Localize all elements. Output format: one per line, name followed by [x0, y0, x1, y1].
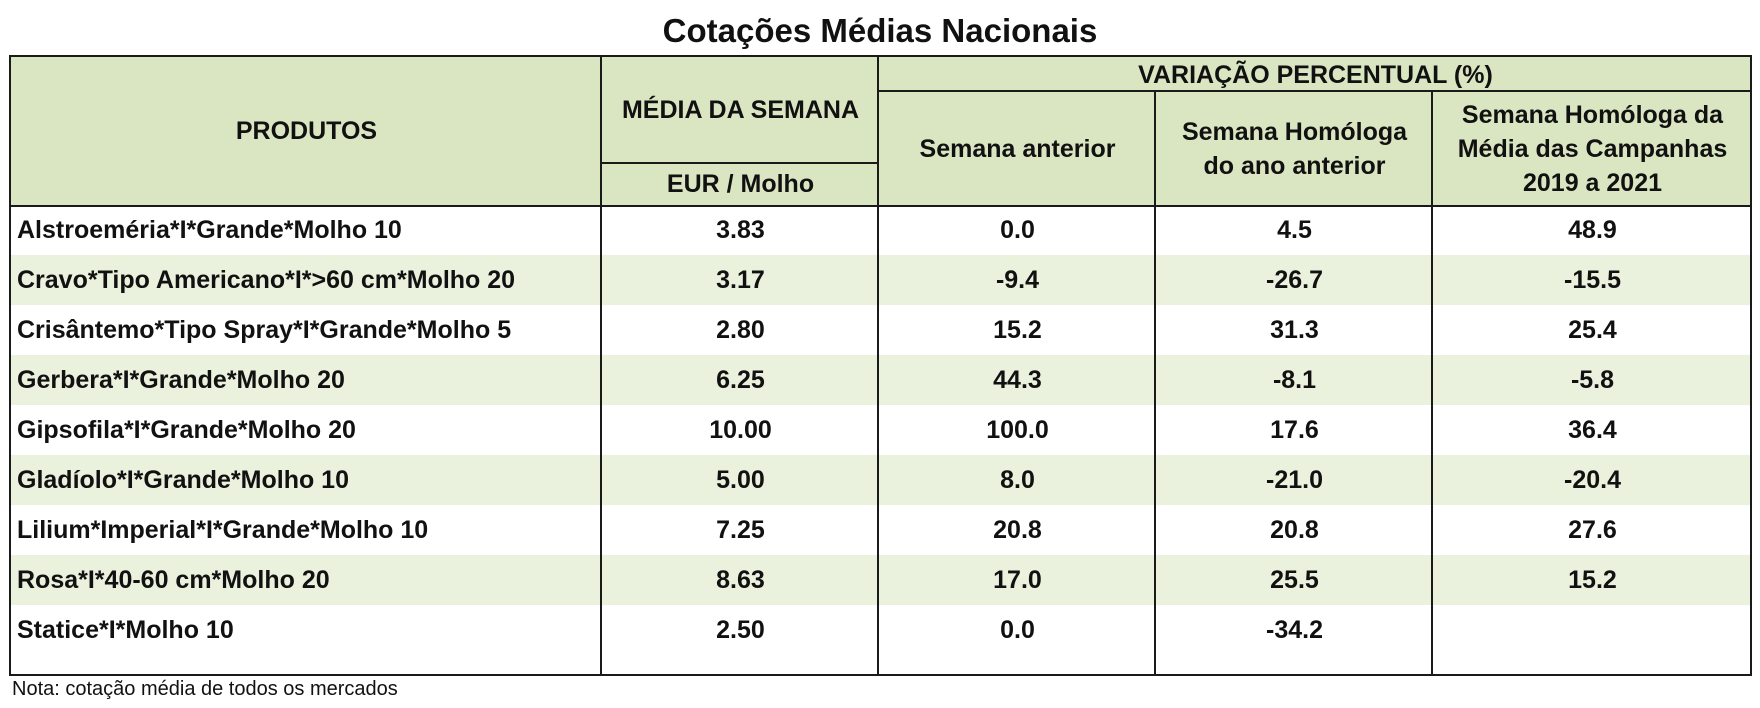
cell-produto: Gerbera*I*Grande*Molho 20	[17, 365, 345, 394]
cell-media: 6.25	[716, 365, 765, 394]
cell-semana-anterior: 15.2	[993, 315, 1042, 344]
cell-semana-anterior: 44.3	[993, 365, 1042, 394]
cell-produto: Rosa*I*40-60 cm*Molho 20	[17, 565, 330, 594]
cell-media: 7.25	[716, 515, 765, 544]
cell-semana-homologa-media: 48.9	[1568, 215, 1617, 244]
column-divider	[600, 57, 602, 674]
header-produtos: PRODUTOS	[235, 117, 378, 145]
cell-semana-homologa-media: 27.6	[1568, 515, 1617, 544]
cell-semana-anterior: 20.8	[993, 515, 1042, 544]
cell-media: 5.00	[716, 465, 765, 494]
cell-semana-homologa: -26.7	[1266, 265, 1323, 294]
price-table: PRODUTOS MÉDIA DA SEMANA EUR / Molho VAR…	[9, 55, 1752, 676]
cell-produto: Gipsofila*I*Grande*Molho 20	[17, 415, 356, 444]
cell-semana-anterior: 8.0	[1000, 465, 1035, 494]
cell-semana-homologa: -34.2	[1266, 615, 1323, 644]
cell-semana-anterior: 100.0	[986, 415, 1049, 444]
cell-produto: Gladíolo*I*Grande*Molho 10	[17, 465, 349, 494]
table-row: Gipsofila*I*Grande*Molho 20 10.00 100.0 …	[11, 405, 1750, 455]
cell-media: 8.63	[716, 565, 765, 594]
cell-semana-homologa-media: -5.8	[1570, 365, 1615, 394]
table-row: Crisântemo*Tipo Spray*I*Grande*Molho 5 2…	[11, 305, 1750, 355]
cell-media: 3.83	[716, 215, 765, 244]
table-row: Statice*I*Molho 10 2.50 0.0 -34.2	[11, 605, 1750, 655]
cell-semana-anterior: 17.0	[993, 565, 1042, 594]
cell-semana-homologa: 4.5	[1277, 215, 1312, 244]
cell-produto: Cravo*Tipo Americano*I*>60 cm*Molho 20	[17, 265, 516, 294]
cell-semana-homologa: 31.3	[1270, 315, 1319, 344]
table-row: Gladíolo*I*Grande*Molho 10 5.00 8.0 -21.…	[11, 455, 1750, 505]
cell-media: 2.80	[716, 315, 765, 344]
cell-semana-homologa: 25.5	[1270, 565, 1319, 594]
table-row: Cravo*Tipo Americano*I*>60 cm*Molho 20 3…	[11, 255, 1750, 305]
cell-semana-homologa-media: -20.4	[1564, 465, 1621, 494]
column-divider	[877, 57, 879, 674]
cell-produto: Statice*I*Molho 10	[17, 615, 234, 644]
cell-semana-homologa: 20.8	[1270, 515, 1319, 544]
table-row: Alstroeméria*I*Grande*Molho 10 3.83 0.0 …	[11, 205, 1750, 255]
table-header: PRODUTOS MÉDIA DA SEMANA EUR / Molho VAR…	[11, 57, 1752, 207]
cell-semana-homologa-media: -15.5	[1564, 265, 1621, 294]
column-divider	[1154, 90, 1156, 674]
header-semana-homologa: Semana Homóloga do ano anterior	[1181, 117, 1408, 180]
footnote: Nota: cotação média de todos os mercados	[12, 678, 398, 700]
cell-produto: Alstroeméria*I*Grande*Molho 10	[17, 215, 402, 244]
cell-semana-homologa: -21.0	[1266, 465, 1323, 494]
cell-semana-anterior: 0.0	[1000, 615, 1035, 644]
column-divider	[1431, 90, 1433, 674]
cell-semana-anterior: 0.0	[1000, 215, 1035, 244]
header-divider-media	[602, 162, 879, 164]
cell-semana-homologa-media	[1433, 605, 1752, 655]
cell-semana-homologa-media: 36.4	[1568, 415, 1617, 444]
table-row: Lilium*Imperial*I*Grande*Molho 10 7.25 2…	[11, 505, 1750, 555]
cell-semana-anterior: -9.4	[995, 265, 1040, 294]
cell-media: 3.17	[716, 265, 765, 294]
table-row: Gerbera*I*Grande*Molho 20 6.25 44.3 -8.1…	[11, 355, 1750, 405]
header-media-semana: MÉDIA DA SEMANA	[621, 95, 860, 124]
cell-semana-homologa-media: 25.4	[1568, 315, 1617, 344]
cell-produto: Lilium*Imperial*I*Grande*Molho 10	[17, 515, 429, 544]
header-unidade: EUR / Molho	[666, 169, 815, 198]
cell-produto: Crisântemo*Tipo Spray*I*Grande*Molho 5	[17, 315, 512, 344]
header-semana-homologa-media: Semana Homóloga da Média das Campanhas 2…	[1457, 100, 1728, 197]
header-divider-variacao	[879, 90, 1752, 92]
cell-semana-homologa: 17.6	[1270, 415, 1319, 444]
header-semana-anterior: Semana anterior	[919, 134, 1116, 163]
cell-media: 2.50	[716, 615, 765, 644]
cell-semana-homologa-media: 15.2	[1568, 565, 1617, 594]
cell-media: 10.00	[709, 415, 772, 444]
page-title: Cotações Médias Nacionais	[662, 12, 1098, 49]
cell-semana-homologa: -8.1	[1272, 365, 1317, 394]
table-row: Rosa*I*40-60 cm*Molho 20 8.63 17.0 25.5 …	[11, 555, 1750, 605]
header-variacao-percentual: VARIAÇÃO PERCENTUAL (%)	[1138, 60, 1493, 89]
